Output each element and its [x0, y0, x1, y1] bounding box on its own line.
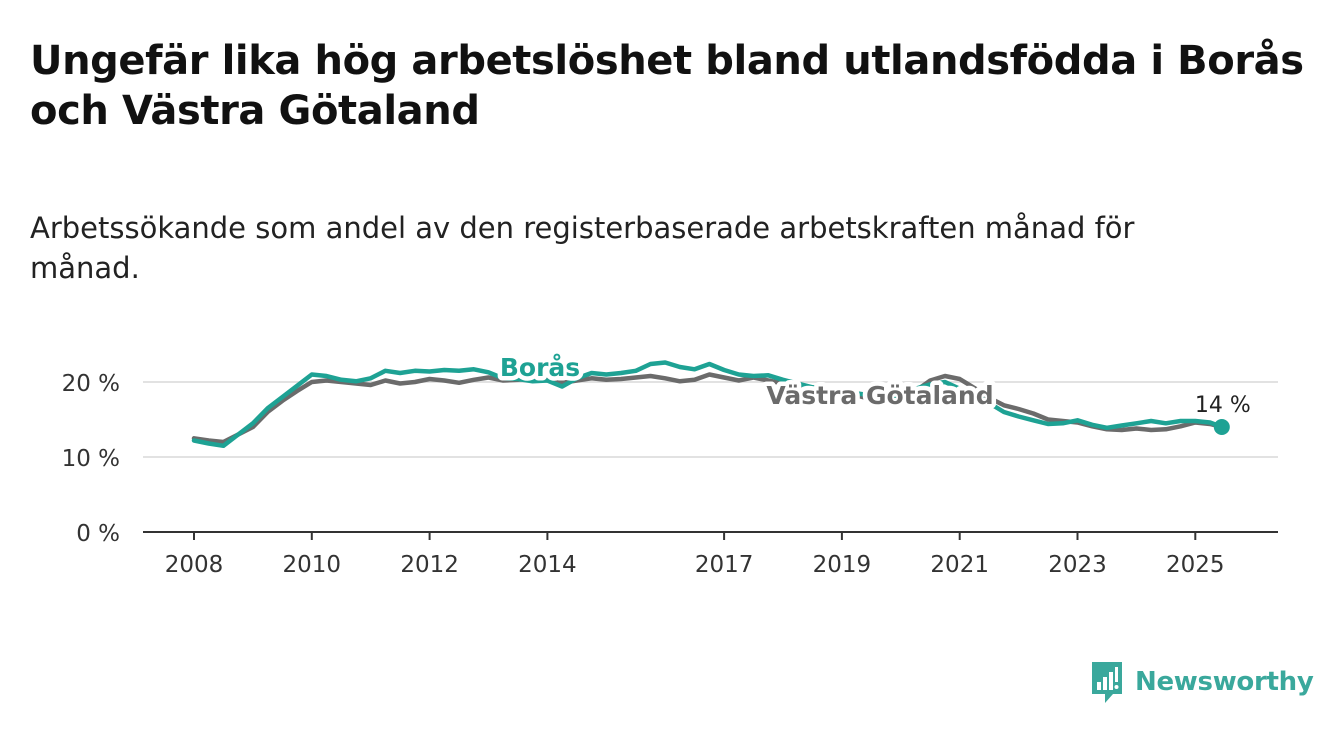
line-chart: 0 % 10 % 20 % 2008 2010 2012 2014 2017 2019 2021…	[61, 349, 1278, 578]
chart-title: Ungefär lika hög arbetslöshet bland utla…	[30, 38, 1304, 134]
x-axis: 2008 2010 2012 2014 2017 2019 2021 2023 2025	[143, 531, 1278, 578]
x-tick-label: 2023	[1048, 552, 1107, 578]
series-label-boras-halo: Borås	[500, 353, 580, 382]
y-axis-ticks: 0 % 10 % 20 %	[62, 371, 120, 547]
x-tick-label: 2019	[813, 552, 872, 578]
brand-name: Newsworthy	[1135, 667, 1314, 697]
series-label-vastra-gotaland: Västra Götaland	[766, 381, 993, 410]
brand-logo: Newsworthy	[1089, 660, 1314, 704]
series-lines	[191, 360, 1230, 449]
x-tick-label: 2017	[695, 552, 754, 578]
y-tick-label: 20 %	[62, 371, 120, 397]
series-line-västra-götaland	[191, 372, 1225, 445]
y-tick-label: 0 %	[76, 521, 120, 547]
x-tick-label: 2021	[930, 552, 989, 578]
gridlines	[143, 381, 1278, 458]
x-tick-label: 2008	[165, 552, 224, 578]
chart-subtitle: Arbetssökande som andel av den registerb…	[30, 211, 1135, 285]
end-value-label-halo: 14 %	[1195, 393, 1251, 418]
x-tick-label: 2025	[1166, 552, 1225, 578]
newsworthy-logo-icon	[1092, 662, 1122, 703]
x-tick-label: 2014	[518, 552, 577, 578]
y-tick-label: 10 %	[62, 446, 120, 472]
x-tick-label: 2010	[283, 552, 342, 578]
end-point-marker	[1213, 419, 1230, 435]
x-tick-label: 2012	[400, 552, 459, 578]
series-line-borås	[191, 360, 1225, 449]
end-value-label: 14 %	[1195, 393, 1251, 418]
series-label-vastra-gotaland-halo: Västra Götaland	[766, 381, 993, 410]
series-label-boras: Borås	[500, 353, 580, 382]
